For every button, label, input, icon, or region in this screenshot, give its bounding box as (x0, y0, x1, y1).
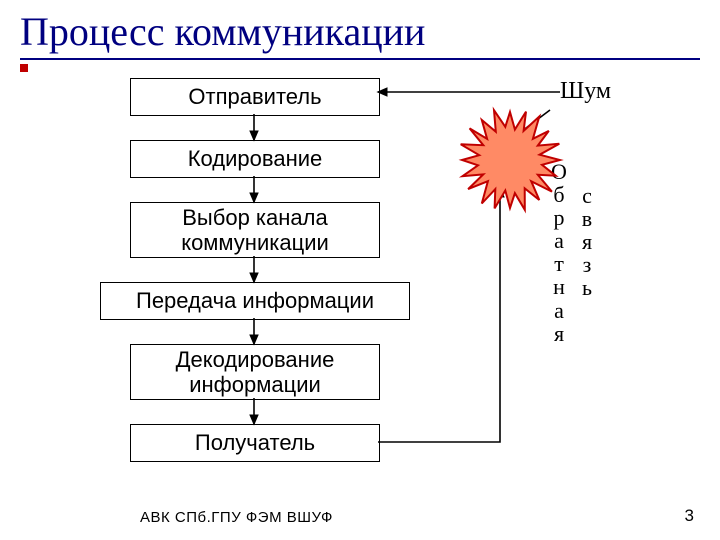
box-transmit: Передача информации (100, 282, 410, 320)
feedback-text-col1: Обратная (548, 160, 570, 345)
noise-label: Шум (560, 78, 611, 105)
title-underline (20, 58, 700, 60)
box-label: Кодирование (188, 146, 323, 171)
box-label: Декодированиеинформации (176, 347, 335, 398)
box-decoding: Декодированиеинформации (130, 344, 380, 400)
feedback-text-col2: связь (576, 184, 598, 299)
box-label: Выбор каналакоммуникации (181, 205, 329, 256)
box-receiver: Получатель (130, 424, 380, 462)
box-label: Отправитель (188, 84, 321, 109)
box-channel: Выбор каналакоммуникации (130, 202, 380, 258)
box-label: Передача информации (136, 288, 374, 313)
box-encoding: Кодирование (130, 140, 380, 178)
page-number: 3 (685, 506, 694, 526)
slide: Процесс коммуникации Отправитель Кодиров… (0, 0, 720, 540)
box-label: Получатель (195, 430, 315, 455)
title-accent (20, 64, 28, 72)
slide-title: Процесс коммуникации (20, 8, 425, 55)
footer-text: АВК СПб.ГПУ ФЭМ ВШУФ (140, 509, 333, 526)
box-sender: Отправитель (130, 78, 380, 116)
